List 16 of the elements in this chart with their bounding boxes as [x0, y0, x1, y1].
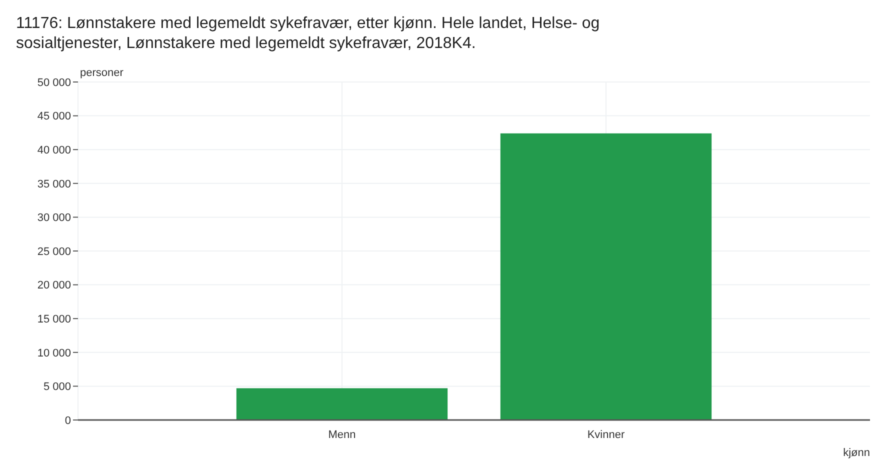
y-axis-title: personer [80, 67, 124, 79]
x-tick-label: Kvinner [587, 429, 625, 441]
y-tick-label: 15 000 [37, 313, 71, 326]
y-tick-label: 20 000 [37, 280, 71, 292]
chart-title: 11176: Lønnstakere med legemeldt sykefravær, etter kjønn. Hele landet, Helse- og sosialtjenester, Lønnstakere med legemeldt sykefravær, 2018K4. [16, 15, 600, 52]
x-tick-label: Menn [328, 429, 356, 441]
x-axis-title: kjønn [843, 447, 870, 459]
y-tick-label: 25 000 [37, 246, 71, 258]
y-tick-label: 0 [64, 414, 71, 427]
y-tick-label: 30 000 [37, 212, 71, 224]
y-tick-label: 35 000 [37, 178, 71, 190]
y-tick-label: 50 000 [37, 76, 71, 89]
y-tick-label: 40 000 [37, 144, 71, 156]
y-tick-label: 5 000 [43, 381, 71, 394]
y-tick-label: 10 000 [37, 347, 71, 360]
y-tick-label: 45 000 [37, 110, 71, 123]
